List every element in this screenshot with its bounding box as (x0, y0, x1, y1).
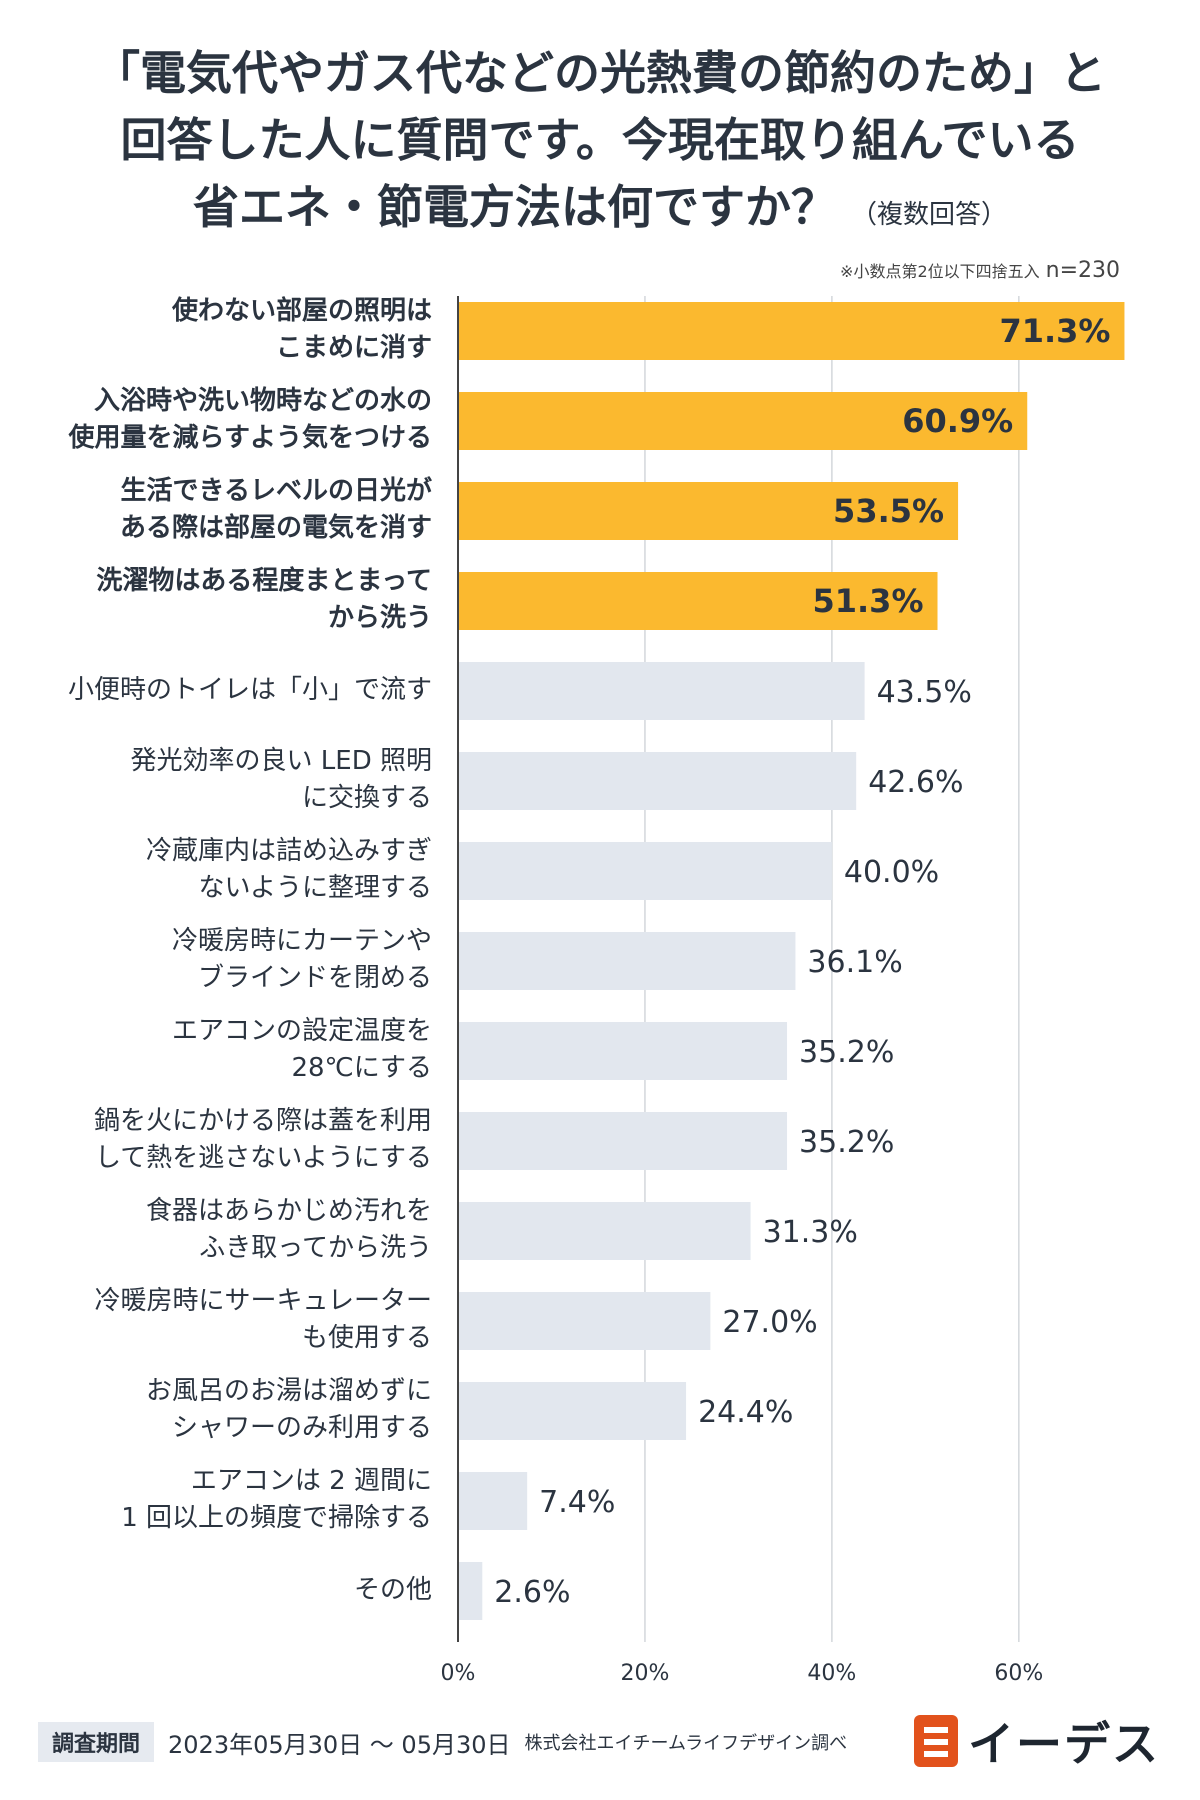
survey-period: 2023年05月30日 〜 05月30日 (168, 1730, 511, 1759)
value-label-3: 51.3% (812, 582, 923, 620)
category-label-5: 発光効率の良い LED 照明 に交換する (130, 746, 432, 813)
title-line-2: 回答した人に質問です。今現在取り組んでいる (120, 113, 1080, 167)
footer: 調査期間 2023年05月30日 〜 05月30日 株式会社エイチームライフデザ… (38, 1722, 847, 1762)
title-line-3: 省エネ・節電方法は何ですか？ （複数回答） (0, 174, 1200, 249)
survey-period-tag: 調査期間 (38, 1722, 155, 1762)
chart-title: 「電気代やガス代などの光熱費の節約のため」と 回答した人に質問です。今現在取り組… (0, 40, 1200, 249)
value-label-10: 31.3% (763, 1215, 858, 1250)
category-label-7: 冷暖房時にカーテンや ブラインドを閉める (171, 926, 432, 993)
x-tick-label-60: 60% (994, 1661, 1043, 1686)
bar-chart: 71.3% 60.9% 53.5% 51.3% 43.5% 42.6% 40.0% 36.1%… (441, 296, 1125, 1686)
title-suffix: （複数回答） (850, 200, 1007, 230)
bar-13 (458, 1472, 528, 1530)
bar-3 (458, 572, 938, 630)
bar-0 (458, 302, 1125, 360)
value-label-14: 2.6% (494, 1575, 570, 1610)
rounding-note: ※小数点第2位以下四捨五入 (840, 262, 1040, 281)
x-tick-label-40: 40% (807, 1661, 856, 1686)
category-label-14: その他 (353, 1574, 432, 1605)
x-tick-label-0: 0% (441, 1661, 476, 1686)
category-label-4: 小便時のトイレは「小」で流す (67, 674, 432, 705)
value-label-6: 40.0% (844, 855, 939, 890)
bar-2 (458, 482, 959, 540)
sample-note: ※小数点第2位以下四捨五入 n=230 (840, 258, 1120, 283)
bar-10 (458, 1202, 751, 1260)
category-label-8: エアコンの設定温度を 28℃にする (171, 1016, 432, 1083)
bar-7 (458, 932, 796, 990)
value-label-2: 53.5% (833, 492, 944, 530)
bar-12 (458, 1382, 687, 1440)
bar-14 (458, 1562, 483, 1620)
value-label-13: 7.4% (539, 1485, 615, 1520)
logo-icon (914, 1715, 958, 1767)
survey-company: 株式会社エイチームライフデザイン調べ (524, 1733, 848, 1754)
category-label-12: お風呂のお湯は溜めずに シャワーのみ利用する (145, 1376, 432, 1443)
value-label-7: 36.1% (807, 945, 902, 980)
value-label-11: 27.0% (722, 1305, 817, 1340)
category-label-2: 生活できるレベルの日光が ある際は部屋の電気を消す (119, 476, 432, 543)
bar-4 (458, 662, 865, 720)
category-label-6: 冷蔵庫内は詰め込みすぎ ないように整理する (145, 836, 432, 903)
category-label-10: 食器はあらかじめ汚れを ふき取ってから洗う (145, 1196, 432, 1263)
title-line-1: 「電気代やガス代などの光熱費の節約のため」と (94, 46, 1106, 100)
value-label-4: 43.5% (877, 675, 972, 710)
bar-6 (458, 842, 832, 900)
logo: イーデス (914, 1708, 1160, 1774)
bar-1 (458, 392, 1028, 450)
category-label-11: 冷暖房時にサーキュレーター も使用する (94, 1286, 432, 1353)
value-label-5: 42.6% (868, 765, 963, 800)
bar-11 (458, 1292, 711, 1350)
category-label-9: 鍋を火にかける際は蓋を利用 して熱を逃さないようにする (93, 1106, 432, 1173)
value-label-8: 35.2% (799, 1035, 894, 1070)
bar-5 (458, 752, 857, 810)
value-label-0: 71.3% (999, 312, 1110, 350)
category-label-13: エアコンは 2 週間に 1 回以上の頻度で掃除する (121, 1466, 432, 1533)
logo-text: イーデス (968, 1717, 1160, 1771)
value-label-9: 35.2% (799, 1125, 894, 1160)
category-label-0: 使わない部屋の照明は こまめに消す (171, 296, 432, 363)
sample-size: n=230 (1045, 258, 1120, 283)
bar-8 (458, 1022, 788, 1080)
title-line-3-text: 省エネ・節電方法は何ですか？ (192, 180, 837, 234)
bar-9 (458, 1112, 788, 1170)
category-label-3: 洗濯物はある程度まとまって から洗う (96, 566, 432, 633)
value-label-1: 60.9% (902, 402, 1013, 440)
category-label-1: 入浴時や洗い物時などの水の 使用量を減らすよう気をつける (68, 386, 432, 453)
x-tick-label-20: 20% (620, 1661, 669, 1686)
value-label-12: 24.4% (698, 1395, 793, 1430)
